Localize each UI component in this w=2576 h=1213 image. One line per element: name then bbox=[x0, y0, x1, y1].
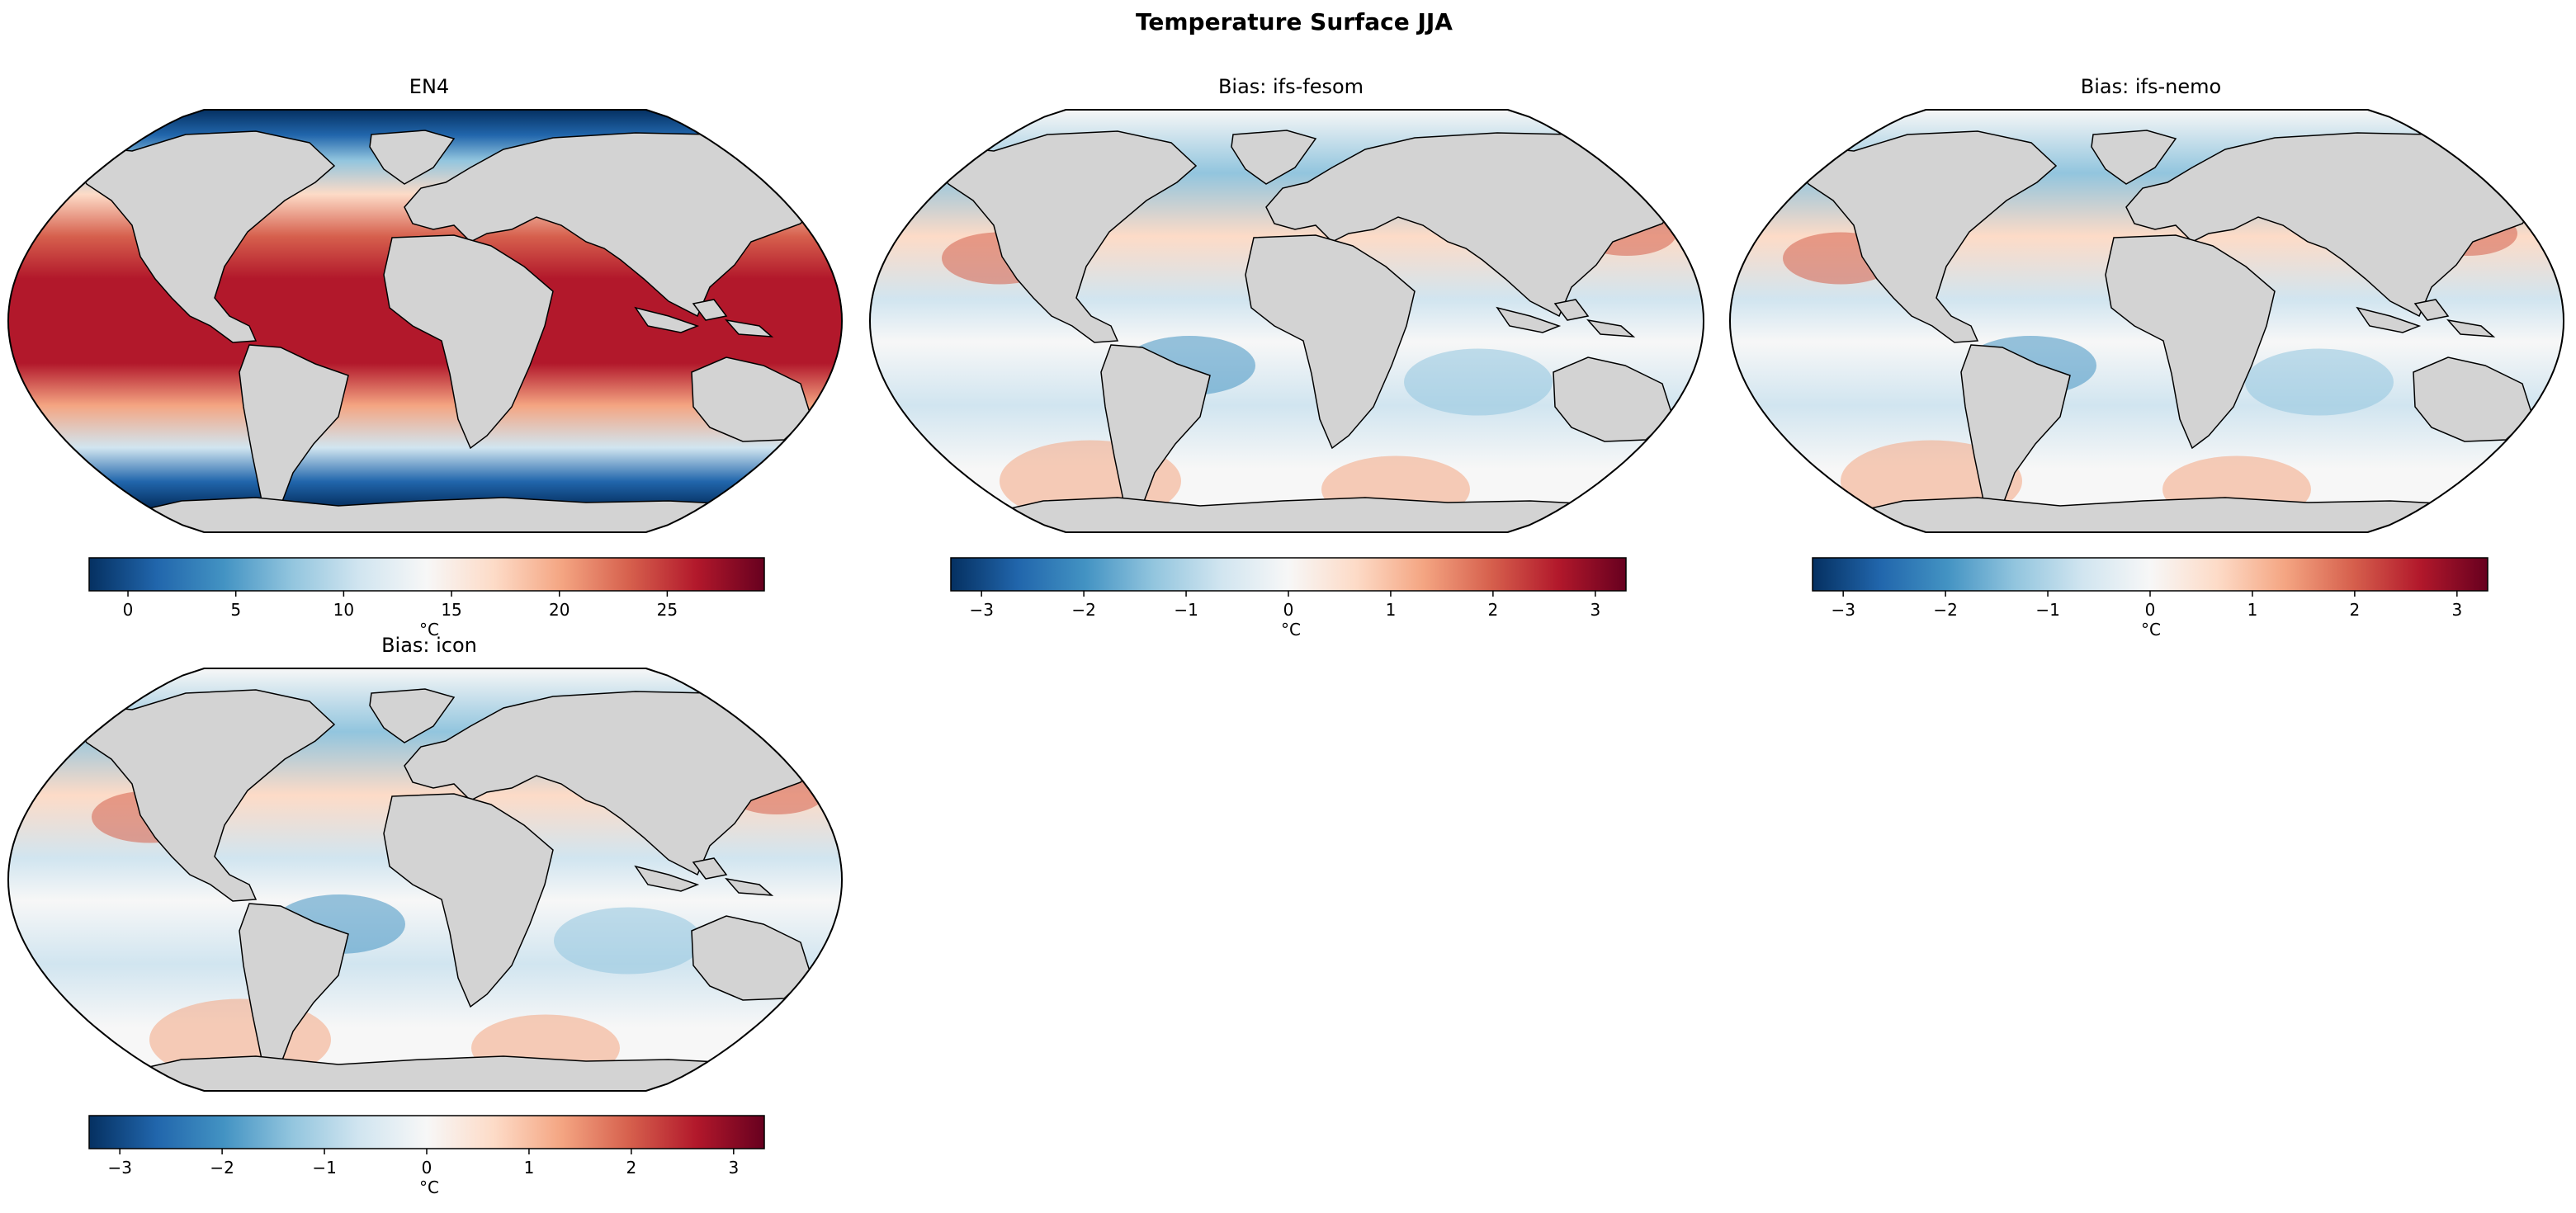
ocean-field bbox=[8, 668, 842, 1091]
colorbar-tick-label: 0 bbox=[1283, 600, 1294, 620]
map-panel-2: Bias: ifs-fesom −3 −2 −1 0 1 2 3 °C bbox=[870, 75, 1704, 640]
colorbar-gradient bbox=[89, 1116, 764, 1149]
panel-title: EN4 bbox=[409, 75, 449, 98]
colorbar-tick-label: 2 bbox=[2350, 600, 2361, 620]
colorbar-tick-label: −2 bbox=[1933, 600, 1957, 620]
colorbar: 0510152025°C bbox=[89, 558, 764, 640]
colorbar-tick-label: 2 bbox=[1488, 600, 1499, 620]
colorbar-tick-label: 0 bbox=[422, 1158, 432, 1178]
colorbar-gradient bbox=[89, 558, 764, 591]
colorbar-tick-label: 0 bbox=[2145, 600, 2156, 620]
map-panel-4: Bias: icon −3 −2 −1 0 1 2 3 °C bbox=[8, 634, 842, 1197]
colorbar-tick-label: −1 bbox=[2035, 600, 2059, 620]
colorbar-gradient bbox=[1813, 558, 2488, 591]
colorbar-tick-label: −3 bbox=[969, 600, 993, 620]
colorbar-tick-label: −3 bbox=[107, 1158, 131, 1178]
colorbar-tick-label: 3 bbox=[728, 1158, 739, 1178]
map-area bbox=[8, 110, 842, 532]
colorbar-tick-label: 2 bbox=[626, 1158, 637, 1178]
colorbar-tick-label: 10 bbox=[333, 600, 354, 620]
panel-title: Bias: ifs-nemo bbox=[2081, 75, 2221, 98]
panel-title: Bias: ifs-fesom bbox=[1218, 75, 1364, 98]
colorbar-unit-label: °C bbox=[2141, 620, 2161, 640]
colorbar-tick-label: −2 bbox=[1071, 600, 1095, 620]
map-panels: EN40510152025°CBias: ifs-fesom−3−2−10123… bbox=[8, 75, 2564, 1197]
colorbar-tick-label: −1 bbox=[312, 1158, 336, 1178]
ocean-field bbox=[1730, 110, 2564, 532]
colorbar: −3 −2 −1 0 1 2 3 °C bbox=[89, 1116, 764, 1197]
colorbar-tick-label: 1 bbox=[524, 1158, 535, 1178]
ocean-field bbox=[8, 110, 842, 532]
figure-title: Temperature Surface JJA bbox=[1136, 8, 1453, 35]
colorbar-tick-label: −2 bbox=[210, 1158, 234, 1178]
colorbar-tick-label: 3 bbox=[1590, 600, 1600, 620]
colorbar-tick-label: 3 bbox=[2451, 600, 2462, 620]
panel-title: Bias: icon bbox=[381, 634, 477, 657]
colorbar-tick-label: 15 bbox=[441, 600, 461, 620]
ocean-field bbox=[870, 110, 1704, 532]
map-panel-1: EN40510152025°C bbox=[8, 75, 842, 640]
colorbar-tick-label: 0 bbox=[123, 600, 134, 620]
map-area bbox=[8, 668, 842, 1091]
colorbar-tick-label: −1 bbox=[1174, 600, 1198, 620]
colorbar-tick-label: 5 bbox=[230, 600, 241, 620]
colorbar-tick-label: 1 bbox=[1386, 600, 1397, 620]
colorbar-unit-label: °C bbox=[419, 1178, 439, 1197]
colorbar-gradient bbox=[951, 558, 1626, 591]
colorbar-tick-label: 25 bbox=[657, 600, 678, 620]
colorbar-unit-label: °C bbox=[1281, 620, 1301, 640]
colorbar-tick-label: −3 bbox=[1831, 600, 1855, 620]
colorbar-tick-label: 20 bbox=[549, 600, 570, 620]
colorbar: −3 −2 −1 0 1 2 3 °C bbox=[951, 558, 1626, 640]
map-panel-3: Bias: ifs-nemo −3 −2 −1 0 1 2 3 °C bbox=[1730, 75, 2564, 640]
map-area bbox=[870, 110, 1704, 532]
colorbar: −3 −2 −1 0 1 2 3 °C bbox=[1813, 558, 2488, 640]
colorbar-tick-label: 1 bbox=[2248, 600, 2258, 620]
map-area bbox=[1730, 110, 2564, 532]
